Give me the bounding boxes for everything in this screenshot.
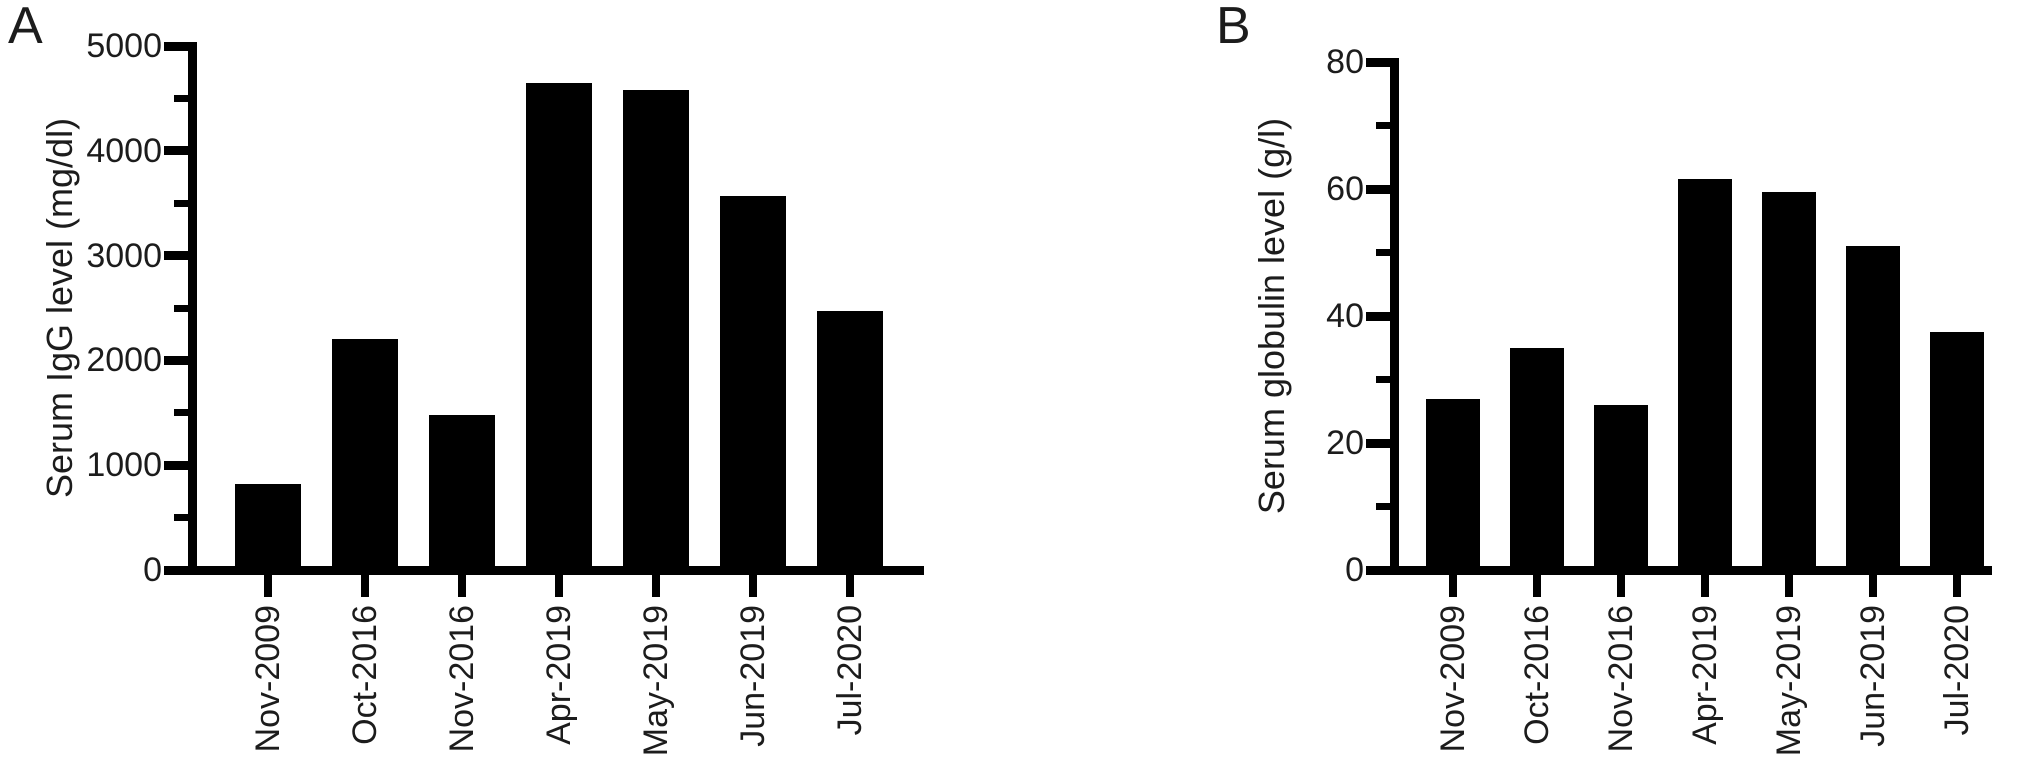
y-minor-tick [1376, 376, 1390, 383]
bar-nov-2016 [1594, 405, 1648, 570]
bar-may-2019 [623, 90, 689, 570]
y-major-tick [1366, 566, 1390, 575]
y-major-tick [164, 566, 188, 575]
bar-jun-2019 [1846, 246, 1900, 570]
bar-jul-2020 [1930, 332, 1984, 570]
x-tick [749, 575, 757, 597]
y-tick-label: 3000 [86, 237, 162, 275]
y-major-tick [1366, 439, 1390, 448]
x-tick [458, 575, 466, 597]
bar-may-2019 [1762, 192, 1816, 570]
bar-nov-2016 [429, 415, 495, 570]
y-axis-line [1390, 58, 1399, 575]
y-minor-tick [174, 200, 188, 207]
y-minor-tick [174, 514, 188, 521]
y-tick-label: 40 [1326, 297, 1364, 335]
x-tick [1869, 575, 1877, 597]
x-axis-line [1390, 566, 1992, 575]
x-tick-label: Nov-2016 [1602, 605, 1640, 753]
panel-a-label: A [8, 0, 43, 55]
y-minor-tick [1376, 503, 1390, 510]
y-major-tick [1366, 185, 1390, 194]
y-tick-label: 20 [1326, 424, 1364, 462]
x-tick-label: Jul-2020 [1938, 605, 1976, 736]
y-tick-label: 1000 [86, 446, 162, 484]
y-major-tick [164, 461, 188, 470]
x-tick [1533, 575, 1541, 597]
x-tick-label: Apr-2019 [1686, 605, 1724, 745]
bar-oct-2016 [332, 339, 398, 570]
x-tick [1617, 575, 1625, 597]
y-major-tick [1366, 58, 1390, 67]
y-tick-label: 60 [1326, 170, 1364, 208]
y-tick-label: 0 [1345, 551, 1364, 589]
y-minor-tick [1376, 122, 1390, 129]
bar-oct-2016 [1510, 348, 1564, 570]
bar-jun-2019 [720, 196, 786, 570]
y-minor-tick [174, 305, 188, 312]
y-tick-label: 4000 [86, 132, 162, 170]
bar-nov-2009 [235, 484, 301, 570]
y-tick-label: 0 [143, 551, 162, 589]
x-tick-label: Oct-2016 [1518, 605, 1556, 745]
y-major-tick [1366, 312, 1390, 321]
bar-jul-2020 [817, 311, 883, 570]
x-tick [1701, 575, 1709, 597]
y-major-tick [164, 42, 188, 51]
y-minor-tick [1376, 249, 1390, 256]
y-minor-tick [174, 409, 188, 416]
x-tick [1449, 575, 1457, 597]
x-tick [1785, 575, 1793, 597]
bar-apr-2019 [526, 83, 592, 570]
y-axis-line [188, 42, 197, 575]
bar-nov-2009 [1426, 399, 1480, 570]
x-tick [846, 575, 854, 597]
x-axis-line [188, 566, 924, 575]
x-tick-label: May-2019 [1770, 605, 1808, 757]
y-major-tick [164, 251, 188, 260]
x-tick-label: Nov-2009 [1434, 605, 1472, 753]
y-tick-label: 5000 [86, 27, 162, 65]
y-major-tick [164, 356, 188, 365]
panel-b-label: B [1216, 0, 1251, 55]
bar-apr-2019 [1678, 179, 1732, 570]
x-tick [361, 575, 369, 597]
x-tick [264, 575, 272, 597]
x-tick [652, 575, 660, 597]
y-major-tick [164, 146, 188, 155]
y-tick-label: 2000 [86, 341, 162, 379]
y-tick-label: 80 [1326, 43, 1364, 81]
x-tick [555, 575, 563, 597]
y-minor-tick [174, 95, 188, 102]
x-tick-label: Jun-2019 [1854, 605, 1892, 747]
x-tick [1953, 575, 1961, 597]
